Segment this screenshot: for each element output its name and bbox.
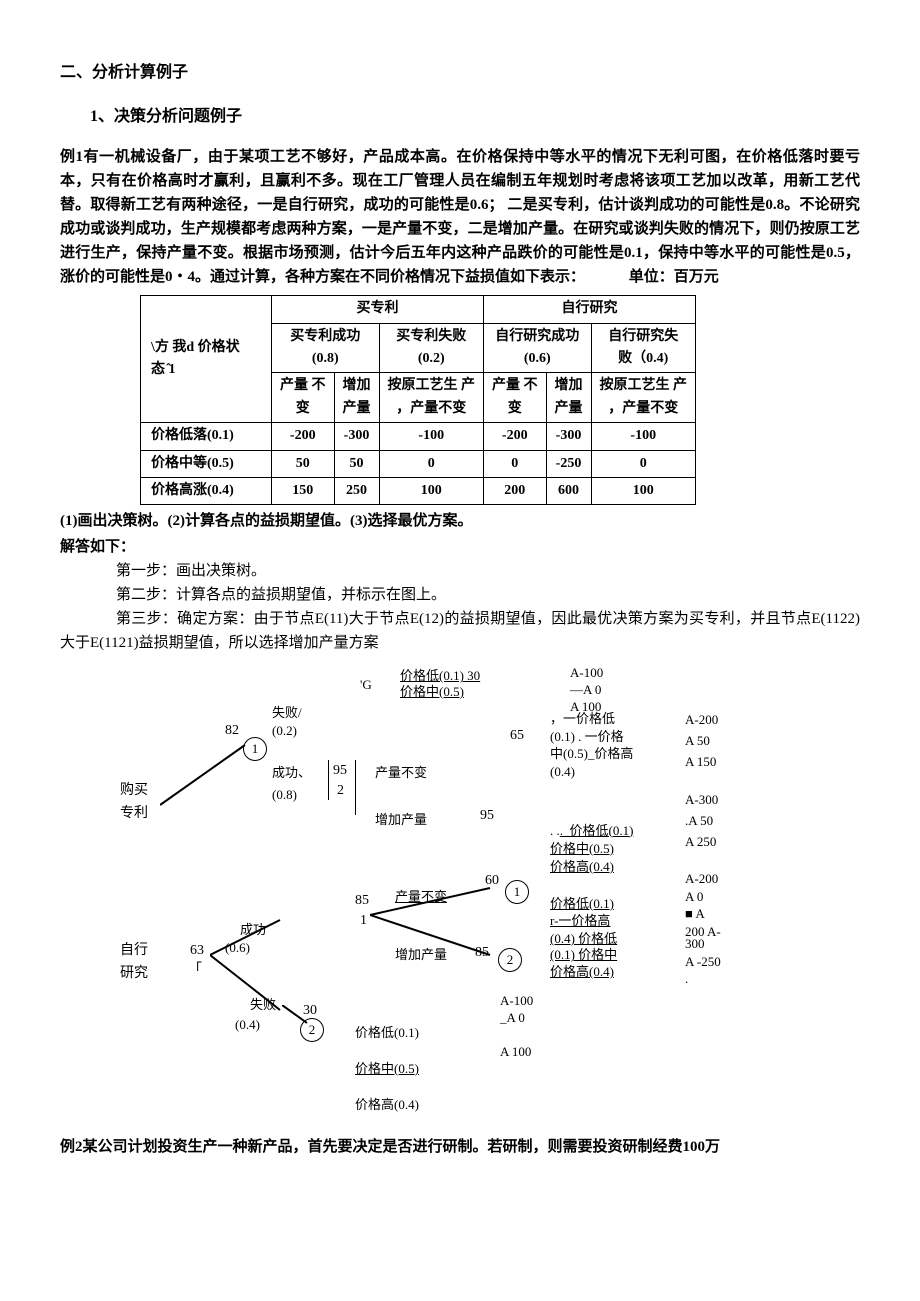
step-1: 第一步：画出决策树。 bbox=[116, 559, 860, 583]
cell: 150 bbox=[272, 477, 335, 504]
col-head: 按原工艺生 产 ，产量不变 bbox=[591, 373, 696, 423]
tree-root-a-label: 购买 专利 bbox=[120, 780, 148, 825]
tree-b-succ-id: 1 bbox=[360, 910, 367, 932]
cell: 250 bbox=[334, 477, 379, 504]
col-head: 增加 产量 bbox=[546, 373, 591, 423]
table-corner: \方 我d 价格状 态 ̂1 bbox=[141, 296, 272, 423]
tree-node-circle: 2 bbox=[498, 948, 522, 972]
tree-bs-b2-prices: (0.1) 价格中 价格高(0.4) bbox=[550, 947, 617, 981]
tree-node-circle: 1 bbox=[505, 880, 529, 904]
cell: -100 bbox=[379, 423, 484, 450]
col-sub: 买专利成功 (0.8) bbox=[272, 323, 380, 373]
section-heading: 二、分析计算例子 bbox=[60, 60, 860, 86]
tree-b-fail-label: 失败 bbox=[250, 995, 276, 1016]
cell: -100 bbox=[591, 423, 696, 450]
tree-bs-b2-label: 增加产量 bbox=[395, 945, 447, 966]
tree-b1-prices: ，一价格低 (0.1) . 一价格 中(0.5)_价格高 (0.4) bbox=[550, 710, 633, 780]
col-head: 按原工艺生 产 ，产量不变 bbox=[379, 373, 484, 423]
tree-b-succ-prob: (0.6) bbox=[225, 938, 250, 959]
tree-b-fail-vals: A-100 _A 0 A 100 bbox=[500, 993, 533, 1061]
col-sub: 自行研究成功 (0.6) bbox=[484, 323, 592, 373]
unit-label: 单位：百万元 bbox=[629, 265, 719, 289]
tree-b1-label: 产量不变 bbox=[375, 763, 427, 784]
tree-node-val: 82 bbox=[225, 720, 239, 742]
tree-b2-label: 增加产量 bbox=[375, 810, 427, 831]
cell: -200 bbox=[272, 423, 335, 450]
tree-bar bbox=[328, 760, 329, 800]
cell: 50 bbox=[272, 450, 335, 477]
cell: -300 bbox=[546, 423, 591, 450]
col-sub: 买专利失败 (0.2) bbox=[379, 323, 484, 373]
answer-heading: 解答如下： bbox=[60, 535, 860, 559]
questions: (1)画出决策树。(2)计算各点的益损期望值。(3)选择最优方案。 bbox=[60, 509, 860, 533]
col-group-patent: 买专利 bbox=[272, 296, 484, 323]
tree-b2-vals: A-300 .A 50 A 250 bbox=[685, 790, 718, 852]
col-group-research: 自行研究 bbox=[484, 296, 696, 323]
cell: 50 bbox=[334, 450, 379, 477]
subsection-heading: 1、决策分析问题例子 bbox=[90, 104, 860, 130]
cell: 0 bbox=[591, 450, 696, 477]
tree-line bbox=[282, 1005, 312, 1030]
row-label: 价格中等(0.5) bbox=[141, 450, 272, 477]
table-row: 价格低落(0.1) -200 -300 -100 -200 -300 -100 bbox=[141, 423, 696, 450]
example1-paragraph: 例1有一机械设备厂，由于某项工艺不够好，产品成本高。在价格保持中等水平的情况下无… bbox=[60, 145, 860, 289]
tree-b1-vals: A-200 A 50 A 150 bbox=[685, 710, 718, 772]
tree-node-circle: 1 bbox=[243, 737, 267, 761]
para-text: 例1有一机械设备厂，由于某项工艺不够好，产品成本高。在价格保持中等水平的情况下无… bbox=[60, 149, 860, 285]
cell: 600 bbox=[546, 477, 591, 504]
col-head: 产量 不 变 bbox=[272, 373, 335, 423]
col-head: 产量 不 变 bbox=[484, 373, 547, 423]
example2-paragraph: 例2某公司计划投资生产一种新产品，首先要决定是否进行研制。若研制，则需要投资研制… bbox=[60, 1135, 860, 1159]
cell: 100 bbox=[591, 477, 696, 504]
cell: 100 bbox=[379, 477, 484, 504]
tree-fail-prob: (0.2) bbox=[272, 721, 297, 742]
tree-bs-b2-vals: 300 A -250 . bbox=[685, 935, 721, 988]
tree-price-row: 价格低(0.1) 30 价格中(0.5) bbox=[400, 668, 480, 699]
tree-b-fail-prices: 价格低(0.1) 价格中(0.5) 价格高(0.4) bbox=[355, 1005, 419, 1114]
tree-bs-b2-node: 85 bbox=[475, 942, 489, 964]
tree-bs-b1-node: 60 bbox=[485, 870, 499, 892]
col-head: 增加 产量 bbox=[334, 373, 379, 423]
row-label: 价格低落(0.1) bbox=[141, 423, 272, 450]
payoff-table: \方 我d 价格状 态 ̂1 买专利 自行研究 买专利成功 (0.8) 买专利失… bbox=[140, 295, 696, 505]
tree-b2-node: 95 bbox=[480, 805, 494, 827]
tree-b-fail-prob: (0.4) bbox=[235, 1015, 260, 1036]
cell: 0 bbox=[379, 450, 484, 477]
decision-tree: 购买 专利 82 1 失败/ (0.2) 'G 价格低(0.1) 30 价格中(… bbox=[60, 665, 860, 1105]
tree-root-b-label: 自行 研究 bbox=[120, 940, 148, 985]
cell: -200 bbox=[484, 423, 547, 450]
cell: -300 bbox=[334, 423, 379, 450]
tree-node-id: 2 bbox=[337, 780, 344, 802]
step-3: 第三步：确定方案：由于节点E(11)大于节点E(12)的益损期望值，因此最优决策… bbox=[60, 607, 860, 655]
tree-succ-label: 成功、 bbox=[272, 763, 311, 784]
tree-b2-prices: . .._价格低(0.1) 价格中(0.5) 价格高(0.4) bbox=[550, 803, 633, 876]
tree-g: 'G bbox=[360, 675, 372, 696]
row-label: 价格高涨(0.4) bbox=[141, 477, 272, 504]
tree-bar bbox=[355, 760, 356, 815]
tree-bs-b1-prices: 价格低(0.1) r-一价格高 (0.4) 价格低 bbox=[550, 877, 617, 947]
col-sub: 自行研究失 败（0.4) bbox=[591, 323, 696, 373]
cell: -250 bbox=[546, 450, 591, 477]
tree-bs-b1-vals: A-200 A 0 ■ A 200 A- bbox=[685, 870, 721, 940]
tree-bs-b1-label: 产量不变 bbox=[395, 887, 447, 908]
tree-bracket: 「 bbox=[188, 960, 202, 982]
table-row: 价格中等(0.5) 50 50 0 0 -250 0 bbox=[141, 450, 696, 477]
cell: 200 bbox=[484, 477, 547, 504]
tree-succ-prob: (0.8) bbox=[272, 785, 297, 806]
tree-b1-node: 65 bbox=[510, 725, 524, 747]
cell: 0 bbox=[484, 450, 547, 477]
step-2: 第二步：计算各点的益损期望值，并标示在图上。 bbox=[116, 583, 860, 607]
tree-vals: A-100 —A 0 A 100 bbox=[570, 665, 603, 716]
table-row: 价格高涨(0.4) 150 250 100 200 600 100 bbox=[141, 477, 696, 504]
